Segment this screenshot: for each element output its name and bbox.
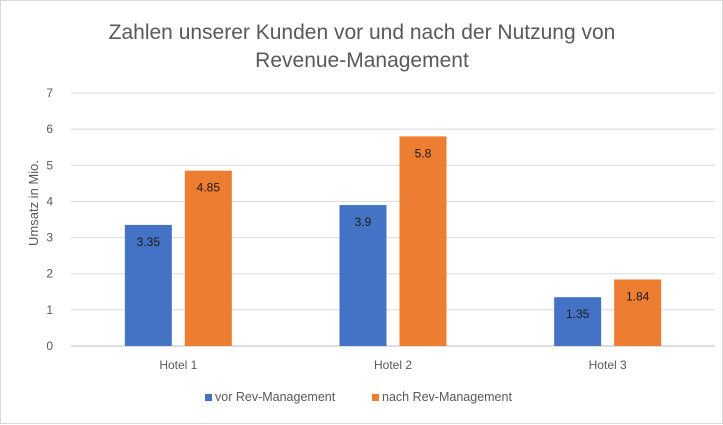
x-tick-label: Hotel 1 bbox=[159, 358, 197, 372]
legend-swatch bbox=[205, 394, 212, 401]
y-tick-label: 1 bbox=[46, 303, 53, 317]
data-label: 3.35 bbox=[137, 235, 161, 249]
bar bbox=[124, 224, 172, 346]
x-tick-label: Hotel 2 bbox=[374, 358, 412, 372]
legend-label: vor Rev-Management bbox=[215, 390, 336, 404]
bar bbox=[399, 136, 447, 346]
bar bbox=[554, 297, 602, 346]
data-label: 5.8 bbox=[415, 146, 432, 160]
legend-swatch bbox=[372, 394, 379, 401]
data-label: 4.85 bbox=[197, 181, 221, 195]
y-tick-label: 3 bbox=[46, 231, 53, 245]
legend-label: nach Rev-Management bbox=[382, 390, 512, 404]
data-label: 3.9 bbox=[355, 215, 372, 229]
bar bbox=[184, 170, 232, 346]
y-tick-label: 0 bbox=[46, 339, 53, 353]
data-label: 1.35 bbox=[566, 307, 590, 321]
y-tick-label: 7 bbox=[46, 86, 53, 100]
y-tick-label: 4 bbox=[46, 194, 53, 208]
x-tick-label: Hotel 3 bbox=[589, 358, 627, 372]
data-label: 1.84 bbox=[626, 289, 650, 303]
chart-title-line-1: Zahlen unserer Kunden vor und nach der N… bbox=[109, 21, 616, 44]
y-tick-label: 5 bbox=[46, 158, 53, 172]
chart-title-line-2: Revenue-Management bbox=[255, 49, 469, 72]
y-axis-label: Umsatz in Mio. bbox=[26, 160, 41, 246]
bar bbox=[614, 279, 662, 346]
bar bbox=[339, 205, 387, 346]
y-tick-label: 6 bbox=[46, 122, 53, 136]
y-tick-label: 2 bbox=[46, 267, 53, 281]
